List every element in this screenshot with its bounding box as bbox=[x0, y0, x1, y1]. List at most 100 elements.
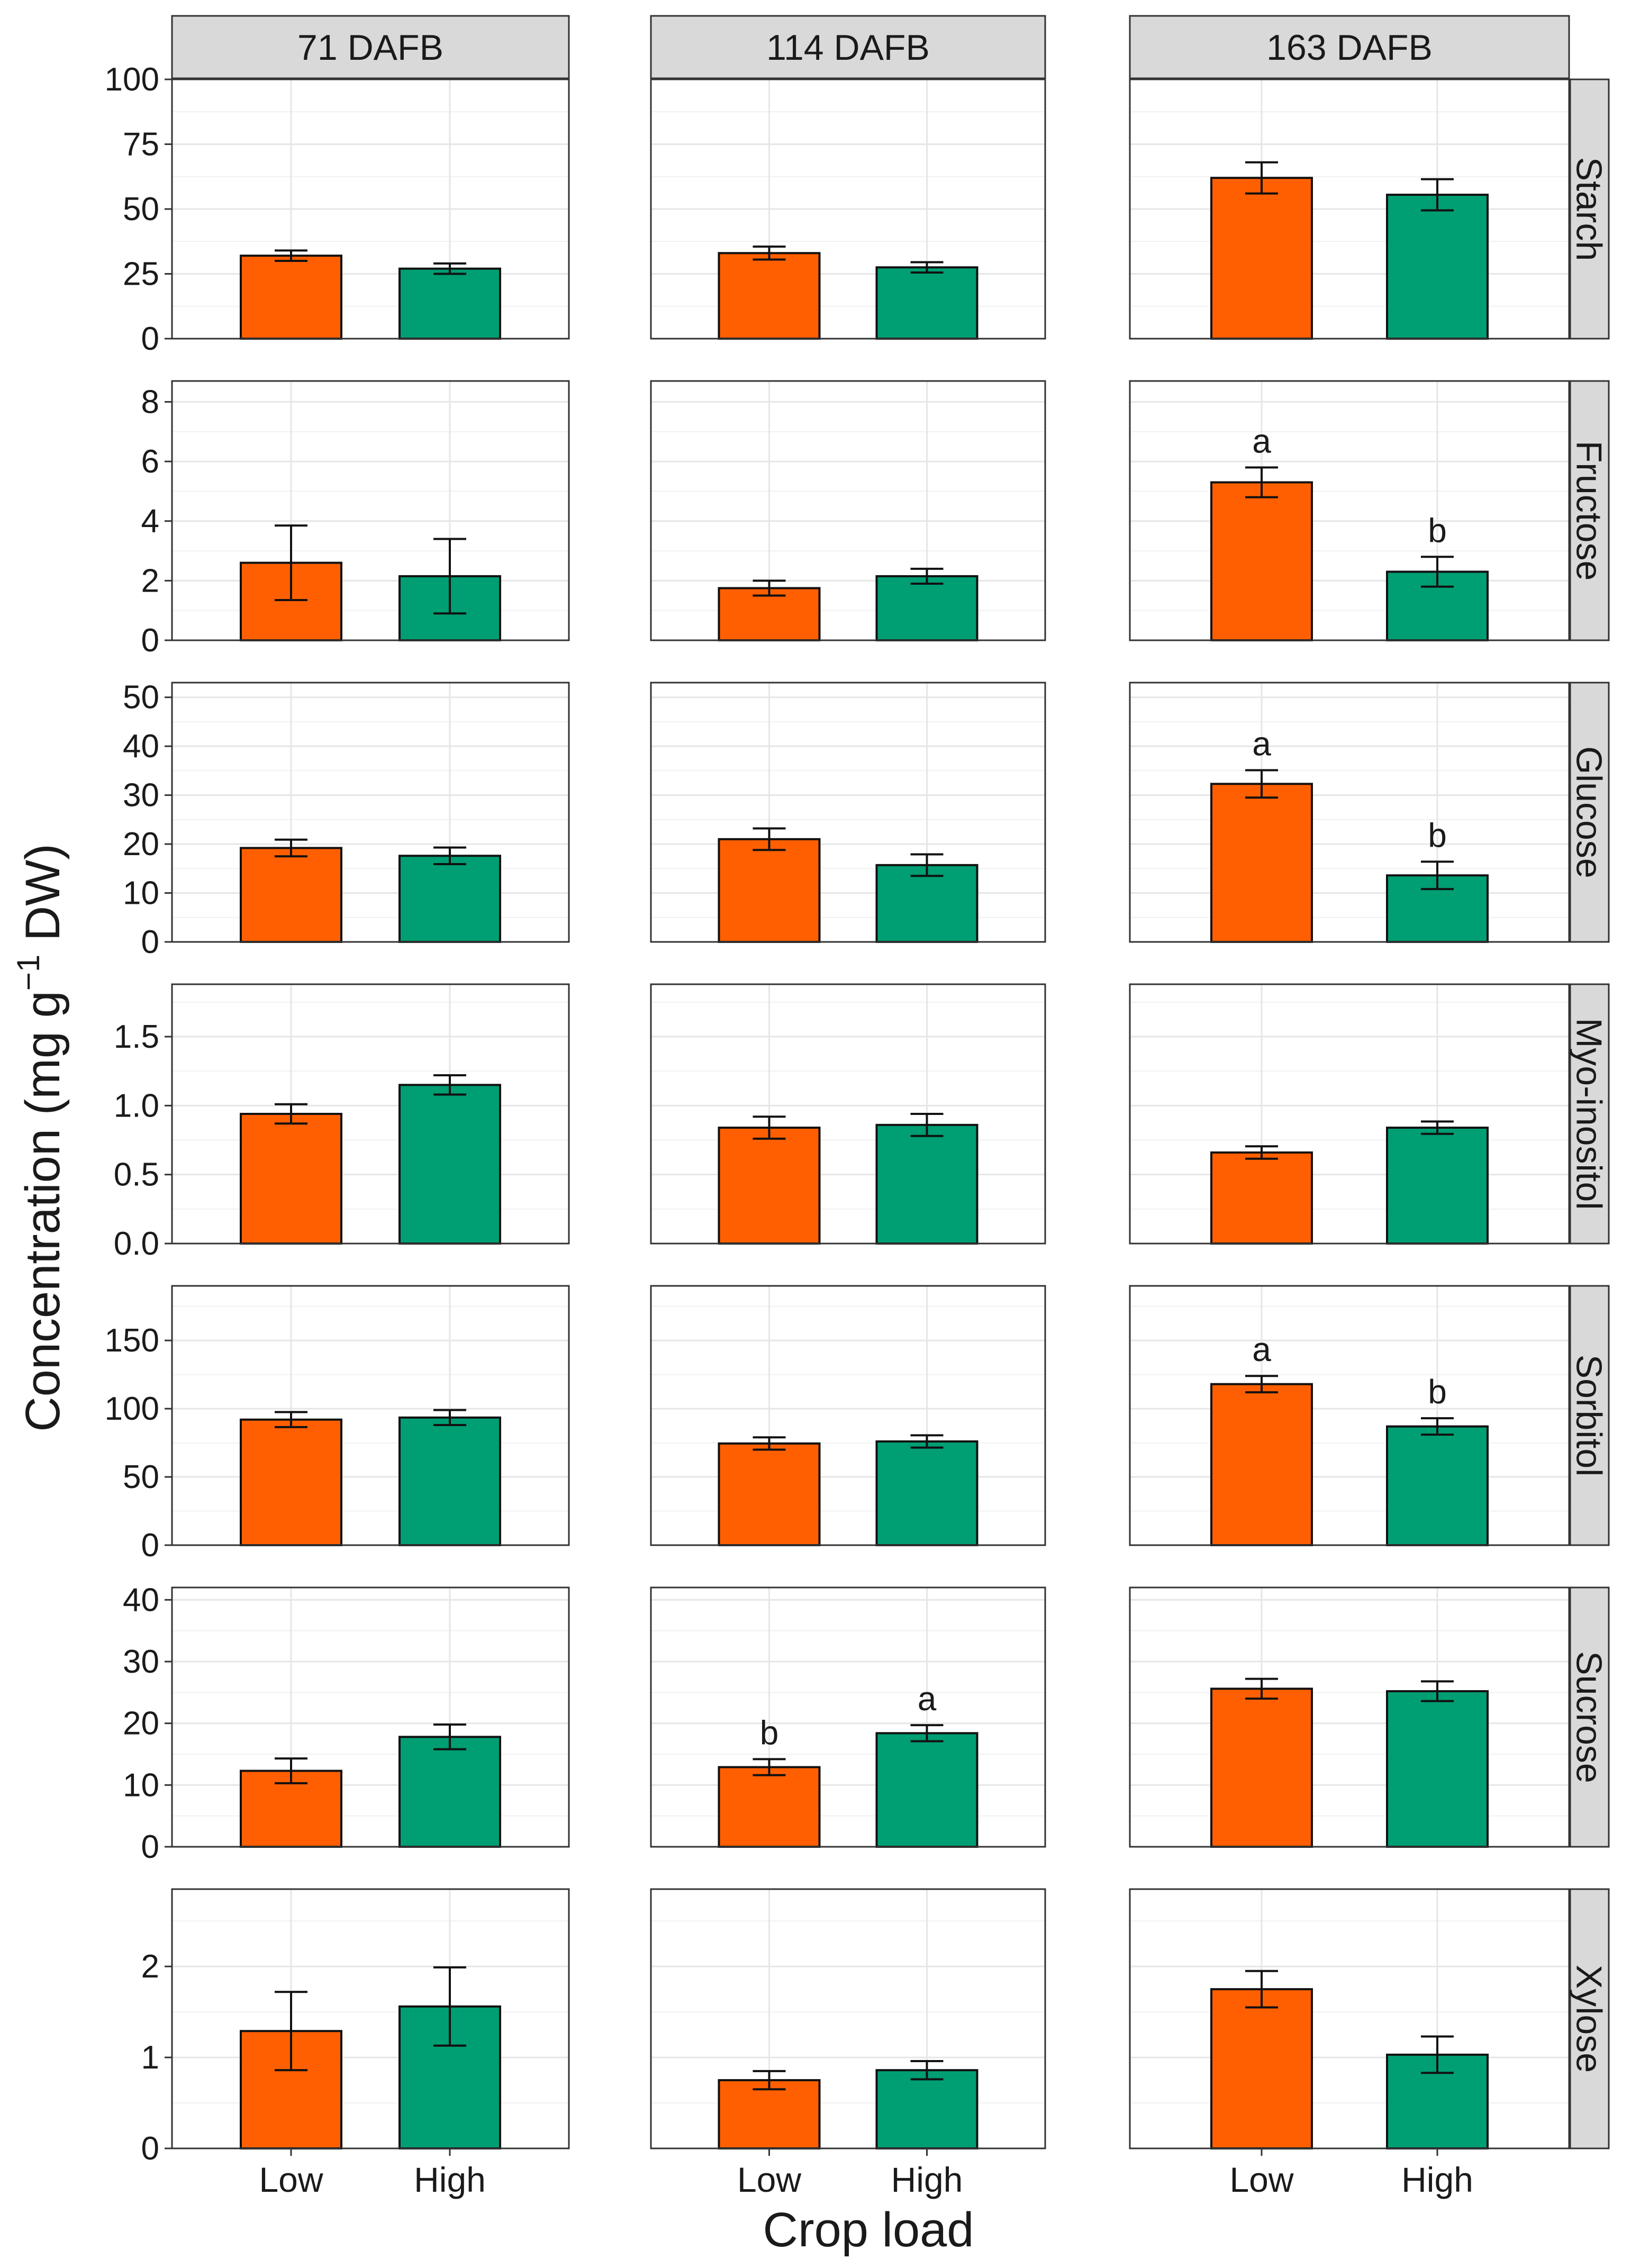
bar-high bbox=[875, 575, 978, 642]
x-tick-label: Low bbox=[259, 2160, 323, 2199]
significance-letter: b bbox=[760, 1713, 779, 1752]
panel bbox=[1129, 983, 1570, 1245]
panel-background bbox=[1130, 381, 1569, 640]
bar-high bbox=[398, 855, 501, 943]
bar-low bbox=[1210, 783, 1313, 943]
bar-high bbox=[875, 2069, 978, 2150]
panel-background bbox=[172, 1286, 569, 1545]
panel: Low High bbox=[1129, 1888, 1570, 2199]
panel bbox=[1129, 1586, 1570, 1848]
bar-low bbox=[240, 1418, 342, 1546]
bar-low bbox=[718, 587, 821, 641]
panel: Low High bbox=[171, 1888, 570, 2199]
y-tick-label: 0 bbox=[141, 1527, 159, 1564]
y-tick-label: 4 bbox=[141, 503, 159, 540]
row-strip-label: Starch bbox=[1569, 157, 1609, 261]
y-tick-label: 0.0 bbox=[114, 1226, 159, 1262]
bar-low bbox=[240, 255, 342, 340]
row-strip-label: Sorbitol bbox=[1569, 1355, 1609, 1477]
column-strip-label: 71 DAFB bbox=[297, 28, 443, 68]
panel-background bbox=[172, 1587, 569, 1847]
bar-high bbox=[875, 1123, 978, 1245]
panel-border bbox=[171, 1285, 570, 1546]
y-tick-label: 8 bbox=[141, 384, 159, 420]
panel-border bbox=[1129, 1285, 1570, 1546]
row-strip bbox=[1569, 380, 1610, 641]
panel bbox=[171, 380, 570, 642]
bar-high bbox=[398, 1416, 501, 1546]
panel-background bbox=[172, 683, 569, 942]
bar-low bbox=[1210, 481, 1313, 641]
y-tick-label: 20 bbox=[123, 1705, 159, 1742]
panel-border bbox=[171, 380, 570, 641]
y-tick-label: 50 bbox=[123, 679, 159, 716]
y-tick-label: 50 bbox=[123, 191, 159, 228]
panel-background bbox=[1130, 1286, 1569, 1545]
y-tick-label: 20 bbox=[123, 826, 159, 863]
panel bbox=[1129, 78, 1570, 340]
significance-letter: a bbox=[918, 1680, 937, 1718]
row-strip-label: Sucrose bbox=[1569, 1651, 1609, 1783]
row-strip-label: Glucose bbox=[1569, 746, 1609, 878]
column-strip bbox=[650, 15, 1046, 79]
y-tick-label: 50 bbox=[123, 1459, 159, 1495]
panel-background bbox=[651, 984, 1045, 1244]
y-tick-label: 6 bbox=[141, 443, 159, 480]
y-tick-label: 10 bbox=[123, 1767, 159, 1803]
x-tick-label: High bbox=[414, 2160, 486, 2199]
y-tick-label: 0 bbox=[141, 622, 159, 659]
panel bbox=[650, 983, 1046, 1245]
y-tick-label: 40 bbox=[123, 728, 159, 765]
panel: Low High bbox=[650, 1888, 1046, 2199]
panel-background bbox=[1130, 1889, 1569, 2148]
y-tick-label: 150 bbox=[105, 1322, 159, 1359]
panel-border bbox=[1129, 1888, 1570, 2149]
x-axis-title: Crop load bbox=[763, 2203, 974, 2257]
column-strip bbox=[171, 15, 570, 79]
significance-letter: b bbox=[1428, 511, 1447, 549]
bar-low bbox=[1210, 1383, 1313, 1547]
panel: ab bbox=[1129, 1285, 1570, 1547]
y-tick-label: 100 bbox=[105, 1391, 159, 1427]
panel-border bbox=[1129, 78, 1570, 340]
y-tick-label: 30 bbox=[123, 777, 159, 814]
row-strip bbox=[1569, 78, 1610, 340]
y-tick-label: 1.0 bbox=[114, 1087, 159, 1124]
panel bbox=[171, 1586, 570, 1848]
y-tick-label: 100 bbox=[105, 61, 159, 98]
panel-border bbox=[171, 78, 570, 340]
y-tick-label: 30 bbox=[123, 1644, 159, 1680]
panel-border bbox=[171, 682, 570, 943]
y-tick-label: 2 bbox=[141, 1948, 159, 1985]
bar-low bbox=[240, 1113, 342, 1245]
y-tick-label: 1 bbox=[141, 2039, 159, 2076]
bar-low bbox=[240, 847, 342, 944]
y-tick-label: 1.5 bbox=[114, 1019, 159, 1055]
panel-border bbox=[1129, 380, 1570, 641]
panel-background bbox=[172, 1889, 569, 2148]
panel bbox=[650, 1285, 1046, 1546]
panel: ab bbox=[1129, 380, 1570, 641]
y-tick-label: 40 bbox=[123, 1582, 159, 1618]
bar-high bbox=[875, 1732, 978, 1848]
row-strip bbox=[1569, 1285, 1610, 1546]
bar-low bbox=[1210, 1988, 1313, 2149]
panel-border bbox=[1129, 983, 1570, 1245]
y-tick-label: 2 bbox=[141, 563, 159, 599]
panel bbox=[171, 983, 570, 1245]
bar-high bbox=[1386, 1127, 1489, 1245]
panel bbox=[171, 1285, 570, 1546]
panel-border bbox=[650, 682, 1046, 943]
y-tick-label: 0.5 bbox=[114, 1157, 159, 1193]
row-strip-label: Fructose bbox=[1569, 441, 1609, 581]
y-tick-label: 75 bbox=[123, 126, 159, 163]
row-strip-label: Xylose bbox=[1569, 1965, 1609, 2073]
significance-letter: a bbox=[1252, 422, 1271, 460]
column-strip-label: 163 DAFB bbox=[1266, 28, 1433, 68]
column-strip-label: 114 DAFB bbox=[766, 28, 930, 68]
row-strip bbox=[1569, 1888, 1610, 2149]
row-strip bbox=[1569, 1586, 1610, 1848]
x-tick-label: High bbox=[1401, 2160, 1473, 2199]
bar-low bbox=[1210, 1688, 1313, 1848]
